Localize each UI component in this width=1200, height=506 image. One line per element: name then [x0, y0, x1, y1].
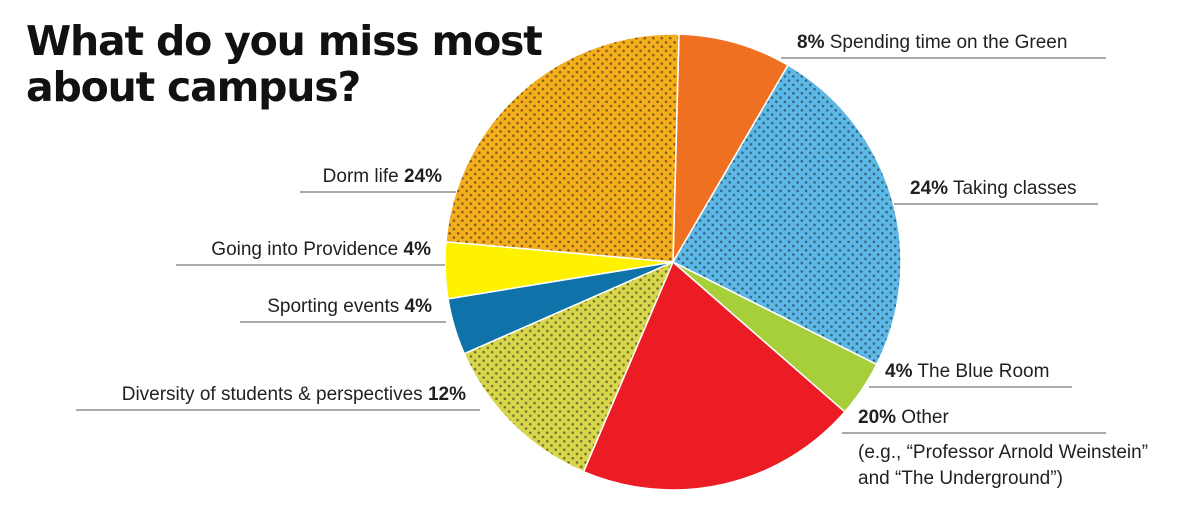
label-diversity-of-students-and-perspectives: Diversity of students & perspectives 12%	[122, 384, 466, 405]
label-note-other: and “The Underground”)	[858, 468, 1063, 489]
label-taking-classes: 24% Taking classes	[910, 178, 1077, 199]
label-going-into-providence: Going into Providence 4%	[211, 239, 431, 260]
pie-slice-the-blue-room	[673, 262, 877, 412]
label-sporting-events: Sporting events 4%	[267, 296, 432, 317]
label-spending-time-on-the-green: 8% Spending time on the Green	[797, 32, 1067, 53]
label-dorm-life: Dorm life 24%	[323, 166, 442, 187]
label-note-other: (e.g., “Professor Arnold Weinstein”	[858, 442, 1148, 463]
pie-slice-spending-time-on-the-green	[673, 34, 789, 262]
pie-slice-border	[445, 33, 680, 263]
chart-title: What do you miss most about campus?	[26, 17, 543, 111]
label-other: 20% Other	[858, 407, 950, 428]
label-the-blue-room: 4% The Blue Room	[885, 361, 1049, 382]
pie-slice-border	[672, 64, 902, 366]
pie-slice-border	[672, 33, 789, 263]
halftone-texture	[464, 262, 673, 472]
halftone-texture	[673, 65, 901, 365]
pie-slice-going-into-providence	[444, 241, 673, 299]
halftone-texture	[445, 34, 679, 262]
pie-slice-border	[463, 261, 674, 473]
pie-slice-border	[582, 261, 846, 491]
pie-slice-sporting-events	[448, 262, 673, 354]
